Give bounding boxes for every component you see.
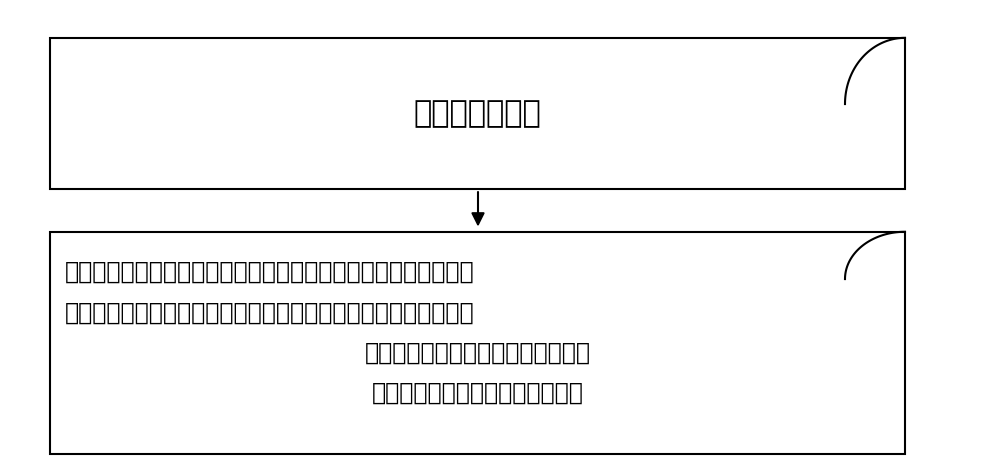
- Text: 待供电芯片中的至少一个工作单元: 待供电芯片中的至少一个工作单元: [372, 381, 583, 405]
- Text: 供电端开始供电: 供电端开始供电: [414, 99, 541, 128]
- Text: 启动各供电芯片中的工作单元，实现启动各待供电芯片中的所有工: 启动各供电芯片中的工作单元，实现启动各待供电芯片中的所有工: [65, 300, 475, 324]
- Text: 作单元；每次控制信号启动至少两个: 作单元；每次控制信号启动至少两个: [364, 341, 590, 365]
- Bar: [50, 232, 905, 454]
- Text: 控制器发送控制信号给各待供电芯片，根据控制信号通过至少两次: 控制器发送控制信号给各待供电芯片，根据控制信号通过至少两次: [65, 260, 475, 284]
- Bar: [50, 38, 905, 189]
